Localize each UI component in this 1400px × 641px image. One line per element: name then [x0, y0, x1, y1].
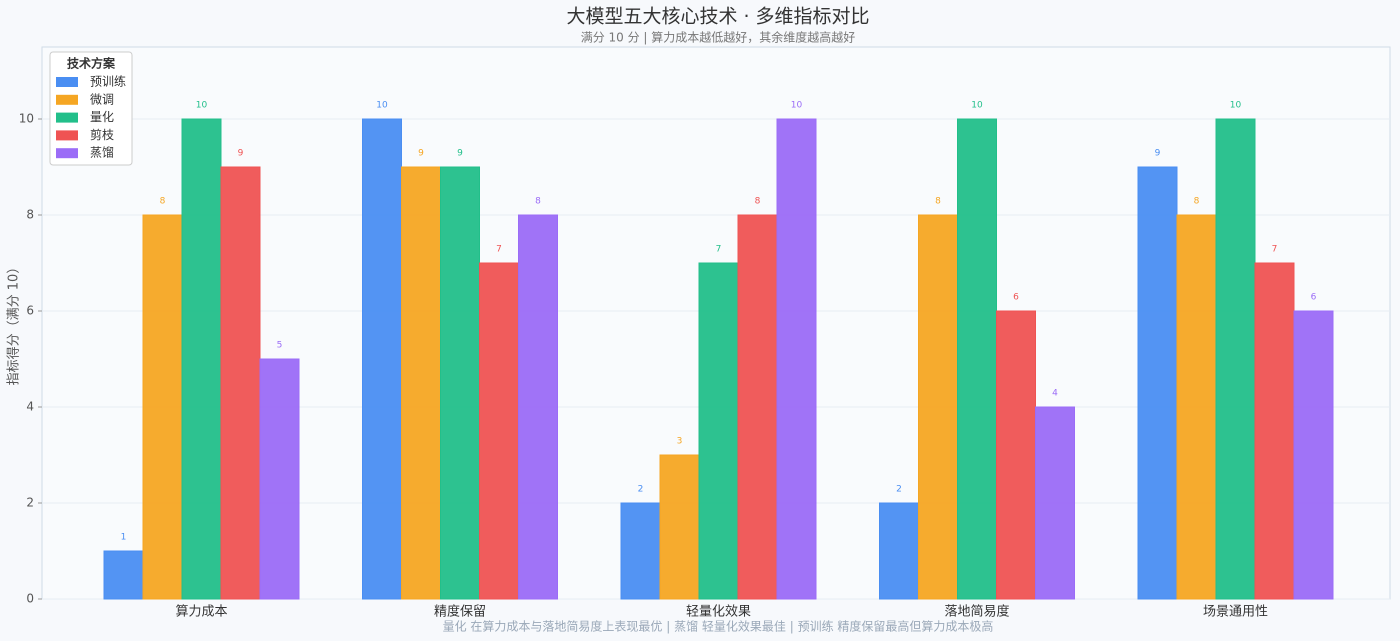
bar	[776, 118, 817, 600]
data-label: 10	[196, 101, 208, 111]
data-label: 8	[535, 197, 541, 207]
legend-label: 量化	[90, 110, 114, 124]
legend-label: 微调	[90, 92, 114, 106]
chart-subtitle: 满分 10 分 | 算力成本越低越好，其余维度越高越好	[581, 30, 856, 45]
bar	[879, 502, 919, 600]
legend-swatch	[56, 77, 78, 87]
bar	[401, 166, 441, 600]
bar	[957, 118, 997, 600]
x-tick-label: 轻量化效果	[686, 605, 751, 620]
data-label: 2	[638, 485, 644, 495]
bar	[1293, 310, 1334, 600]
bar	[698, 262, 739, 600]
bar	[518, 214, 558, 600]
bar	[918, 214, 958, 600]
bar	[259, 358, 300, 600]
bar	[142, 214, 183, 600]
data-label: 7	[716, 245, 722, 255]
legend-label: 剪枝	[90, 127, 114, 142]
legend-swatch	[56, 148, 78, 159]
x-tick-label: 场景通用性	[1203, 605, 1268, 620]
bar	[181, 118, 222, 600]
bar	[1176, 214, 1217, 600]
bar	[620, 502, 661, 600]
data-label: 2	[896, 485, 902, 495]
data-label: 10	[971, 101, 983, 111]
legend-swatch	[56, 112, 78, 123]
data-label: 1	[121, 533, 127, 543]
bar	[659, 454, 700, 600]
bar	[220, 166, 261, 600]
data-label: 9	[238, 149, 244, 159]
bar	[1215, 118, 1256, 600]
data-label: 5	[277, 341, 283, 351]
x-tick-label: 精度保留	[434, 604, 486, 620]
y-axis-label: 指标得分（满分 10）	[6, 261, 22, 386]
data-label: 7	[496, 245, 502, 255]
legend-swatch	[56, 130, 78, 141]
bars: 算力成本 1 8 10 9 5 精度保留 10 9 9 7 8 轻量化效果 2 3 7 8 10 落地简易度 2 8 10…	[103, 101, 1334, 620]
legend-title: 技术方案	[67, 56, 116, 71]
data-label: 8	[160, 197, 166, 207]
legend-label: 预训练	[90, 74, 126, 89]
data-label: 10	[376, 101, 388, 111]
chart-title: 大模型五大核心技术 · 多维指标对比	[566, 6, 869, 28]
bar	[103, 550, 144, 600]
data-label: 9	[418, 149, 424, 159]
data-label: 6	[1013, 293, 1019, 303]
bar	[1035, 406, 1075, 600]
data-label: 8	[1194, 197, 1200, 207]
annotation: 量化 在算力成本与落地简易度上表现最优 | 蒸馏 轻量化效果最佳 | 预训练 精…	[443, 619, 994, 634]
y-tick-label: 4	[26, 400, 34, 414]
data-label: 9	[457, 149, 463, 159]
bar	[362, 118, 402, 600]
bar	[479, 262, 519, 600]
bar	[996, 310, 1036, 600]
data-label: 7	[1272, 245, 1278, 255]
data-label: 8	[935, 197, 941, 207]
y-tick-label: 10	[19, 112, 34, 126]
y-tick-label: 8	[26, 208, 34, 222]
bar	[440, 166, 480, 600]
x-tick-label: 落地简易度	[944, 604, 1009, 620]
legend-swatch	[56, 94, 78, 105]
bar	[1254, 262, 1295, 600]
data-label: 6	[1311, 293, 1317, 303]
data-label: 8	[755, 197, 761, 207]
data-label: 10	[791, 101, 803, 111]
data-label: 10	[1230, 101, 1242, 111]
bar	[1137, 166, 1178, 600]
y-tick-label: 6	[26, 304, 34, 318]
data-label: 4	[1052, 389, 1058, 399]
x-tick-label: 算力成本	[175, 605, 227, 620]
bar	[737, 214, 778, 600]
data-label: 3	[677, 437, 683, 447]
y-tick-label: 2	[26, 496, 34, 510]
data-label: 9	[1155, 149, 1161, 159]
y-tick-label: 0	[26, 592, 34, 606]
legend-label: 蒸馏	[90, 146, 114, 160]
